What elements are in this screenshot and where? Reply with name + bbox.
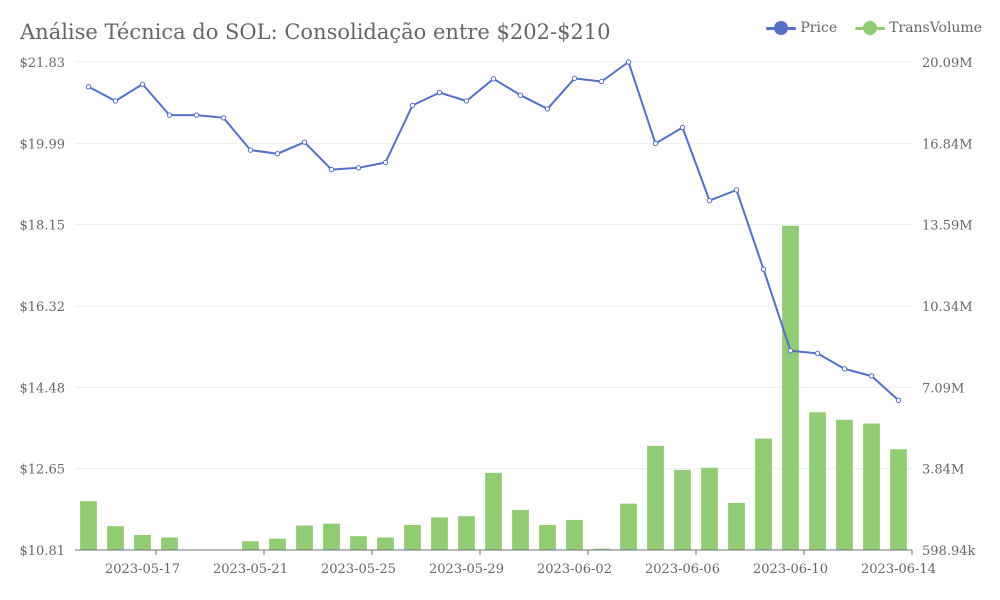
y-left-tick-label: $19.99 xyxy=(20,137,66,152)
chart-title: Análise Técnica do SOL: Consolidação ent… xyxy=(20,20,611,44)
volume-bar xyxy=(323,523,340,550)
price-point xyxy=(463,98,470,104)
volume-bar xyxy=(620,503,637,550)
legend-item-volume[interactable]: TransVolume xyxy=(855,20,982,36)
volume-bar xyxy=(809,412,826,550)
legend-volume-label: TransVolume xyxy=(889,20,982,36)
price-line xyxy=(85,59,902,404)
price-point xyxy=(760,266,767,272)
volume-bar xyxy=(242,541,259,550)
y-right-tick-label: 13.59M xyxy=(922,219,973,234)
volume-bar xyxy=(539,524,556,550)
price-point xyxy=(220,115,227,121)
price-point xyxy=(895,397,902,404)
price-point xyxy=(868,373,875,379)
price-point xyxy=(193,112,200,118)
volume-bar xyxy=(782,225,799,550)
legend-price-swatch xyxy=(766,21,797,35)
price-point xyxy=(274,150,281,157)
price-point xyxy=(112,98,119,104)
volume-bar xyxy=(701,467,718,550)
x-tick-label: 2023-05-17 xyxy=(105,562,180,577)
volume-bar xyxy=(404,524,421,550)
price-point xyxy=(571,75,578,82)
price-point xyxy=(409,102,416,109)
price-point xyxy=(139,81,146,87)
price-point xyxy=(490,76,497,82)
price-point xyxy=(382,159,389,166)
y-right-tick-label: 7.09M xyxy=(922,381,964,396)
price-point xyxy=(733,187,740,193)
price-point xyxy=(544,106,551,112)
volume-bar xyxy=(485,472,502,550)
y-left-tick-label: $18.15 xyxy=(20,219,66,234)
axes: $10.81 598.94k $12.65 3.84M $14.48 7.09M $16.3… xyxy=(20,56,976,577)
volume-bar xyxy=(674,469,691,550)
price-point xyxy=(328,166,335,173)
volume-bar xyxy=(836,419,853,550)
price-point xyxy=(301,139,308,145)
price-point xyxy=(841,366,848,372)
x-tick-label: 2023-05-25 xyxy=(321,562,396,577)
price-point xyxy=(85,84,92,90)
x-tick-label: 2023-06-06 xyxy=(645,562,720,577)
x-tick-label: 2023-05-21 xyxy=(213,562,288,577)
volume-bar xyxy=(593,548,610,550)
volume-bar xyxy=(161,537,178,550)
volume-bar xyxy=(512,509,529,550)
price-point xyxy=(517,92,524,98)
volume-bar xyxy=(296,525,313,550)
price-point xyxy=(355,165,362,171)
volume-bar xyxy=(107,526,124,550)
y-right-tick-label: 598.94k xyxy=(922,544,975,559)
price-point xyxy=(166,112,173,118)
volume-bar xyxy=(269,538,286,550)
y-right-tick-label: 10.34M xyxy=(922,300,973,315)
price-point xyxy=(625,59,632,65)
y-left-tick-label: $12.65 xyxy=(20,463,66,478)
y-left-tick-label: $10.81 xyxy=(20,544,66,559)
price-point xyxy=(247,147,254,153)
volume-bar xyxy=(755,438,772,550)
volume-bar xyxy=(350,536,367,550)
price-point xyxy=(652,140,659,147)
legend-price-label: Price xyxy=(800,20,838,36)
y-left-tick-label: $14.48 xyxy=(20,381,66,396)
y-left-tick-label: $16.32 xyxy=(20,300,66,315)
y-right-tick-label: 20.09M xyxy=(922,56,973,71)
x-tick-label: 2023-06-10 xyxy=(753,562,828,577)
legend-volume-swatch xyxy=(855,21,886,35)
x-tick-label: 2023-06-02 xyxy=(537,562,612,577)
volume-bar xyxy=(458,516,475,550)
price-point xyxy=(706,197,713,204)
volume-bar xyxy=(863,423,880,550)
volume-bar xyxy=(728,502,745,550)
legend-item-price[interactable]: Price xyxy=(766,20,837,36)
x-tick-label: 2023-06-14 xyxy=(861,562,936,577)
price-point xyxy=(814,350,821,357)
x-tick-label: 2023-05-29 xyxy=(429,562,504,577)
price-point xyxy=(598,78,605,85)
price-point xyxy=(436,89,443,96)
price-point xyxy=(787,348,794,354)
y-right-tick-label: 3.84M xyxy=(922,463,964,478)
volume-bar xyxy=(80,501,97,550)
volume-bar xyxy=(566,519,583,550)
price-series-line xyxy=(88,61,900,402)
volume-bar xyxy=(431,517,448,550)
volume-bar xyxy=(647,445,664,550)
price-point xyxy=(679,124,686,131)
y-left-tick-label: $21.83 xyxy=(20,56,66,71)
volume-bar xyxy=(890,449,907,550)
volume-bar xyxy=(377,537,394,550)
y-right-tick-label: 16.84M xyxy=(922,137,973,152)
volume-bar xyxy=(134,534,151,550)
volume-bars xyxy=(80,225,907,550)
legend: Price TransVolume xyxy=(766,20,982,36)
